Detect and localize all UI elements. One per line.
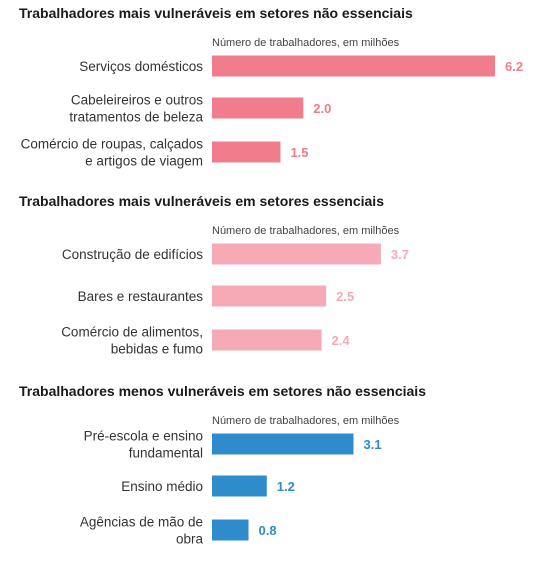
bar <box>212 519 249 541</box>
x-axis-label: Número de trabalhadores, em milhões <box>212 225 400 237</box>
data-label: 2.4 <box>332 333 351 348</box>
chart-title: Trabalhadores mais vulneráveis em setore… <box>19 193 384 209</box>
category-label: Agências de mão de <box>80 515 203 530</box>
data-label: 1.2 <box>277 479 295 494</box>
bar <box>212 141 281 163</box>
category-label: Cabeleireiros e outros <box>71 93 203 108</box>
bar <box>212 329 322 351</box>
category-label: e artigos de viagem <box>85 154 203 169</box>
data-label: 6.2 <box>505 59 523 74</box>
chart-title: Trabalhadores menos vulneráveis em setor… <box>19 383 426 399</box>
x-axis-label: Número de trabalhadores, em milhões <box>212 415 400 427</box>
bar <box>212 475 267 497</box>
bar <box>212 97 304 119</box>
category-label: Pré-escola e ensino <box>84 429 203 444</box>
category-label: obra <box>176 532 204 547</box>
category-label: fundamental <box>129 446 203 461</box>
category-label: bebidas e fumo <box>111 342 203 357</box>
bar <box>212 55 495 77</box>
category-label: tratamentos de beleza <box>69 110 203 125</box>
category-label: Construção de edifícios <box>62 247 203 262</box>
bar <box>212 433 354 455</box>
category-label: Serviços domésticos <box>79 59 203 74</box>
bar <box>212 243 381 265</box>
category-label: Bares e restaurantes <box>78 289 204 304</box>
category-label: Comércio de alimentos, <box>61 325 203 340</box>
data-label: 2.5 <box>336 289 354 304</box>
bar <box>212 285 327 307</box>
chart-title: Trabalhadores mais vulneráveis em setore… <box>19 5 413 21</box>
x-axis-label: Número de trabalhadores, em milhões <box>212 37 400 49</box>
data-label: 0.8 <box>259 523 277 538</box>
category-label: Comércio de roupas, calçados <box>21 137 204 152</box>
data-label: 3.7 <box>391 247 409 262</box>
data-label: 1.5 <box>290 145 308 160</box>
data-label: 2.0 <box>313 101 331 116</box>
category-label: Ensino médio <box>121 479 203 494</box>
data-label: 3.1 <box>364 437 382 452</box>
